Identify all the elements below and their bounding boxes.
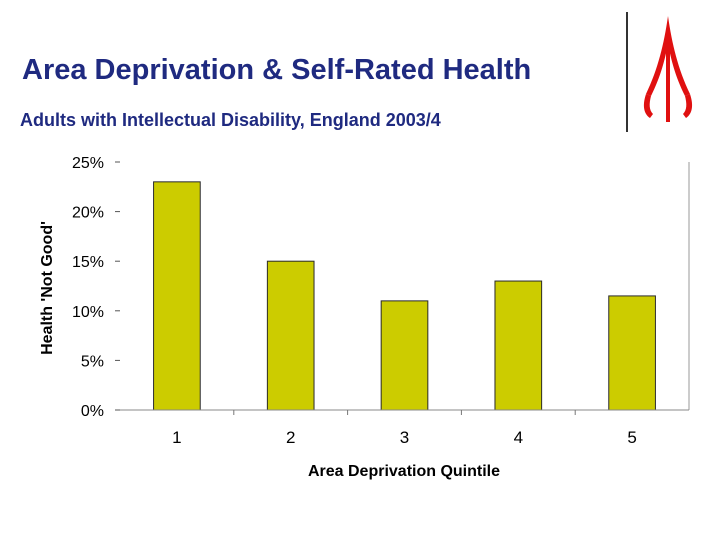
red-trident-logo-icon xyxy=(643,16,693,122)
bar-quintile-2 xyxy=(266,260,315,411)
page-subtitle: Adults with Intellectual Disability, Eng… xyxy=(20,110,441,130)
y-tick-label: 10% xyxy=(72,304,104,321)
x-tick-label: 3 xyxy=(400,428,409,447)
x-tick-label: 1 xyxy=(172,428,181,447)
x-axis-ticks: 1 2 3 4 5 xyxy=(172,410,637,447)
y-tick-label: 5% xyxy=(81,353,104,370)
x-axis-label: Area Deprivation Quintile xyxy=(308,463,500,480)
page-title: Area Deprivation & Self-Rated Health xyxy=(22,54,532,86)
y-axis-ticks: 0% 5% 10% 15% 20% 25% xyxy=(72,155,120,420)
y-tick-label: 0% xyxy=(81,403,104,420)
bar-quintile-1 xyxy=(153,181,201,411)
y-tick-label: 25% xyxy=(72,155,104,172)
chart-bars xyxy=(153,181,656,411)
x-tick-label: 2 xyxy=(286,428,295,447)
header-divider xyxy=(626,12,628,132)
bar-quintile-5 xyxy=(608,295,656,411)
y-tick-label: 15% xyxy=(72,254,104,271)
bar-quintile-3 xyxy=(380,300,429,411)
x-tick-label: 4 xyxy=(514,428,523,447)
x-tick-label: 5 xyxy=(627,428,636,447)
y-axis-label: Health 'Not Good' xyxy=(39,221,56,355)
bar-quintile-4 xyxy=(494,280,543,411)
y-tick-label: 20% xyxy=(72,205,104,222)
